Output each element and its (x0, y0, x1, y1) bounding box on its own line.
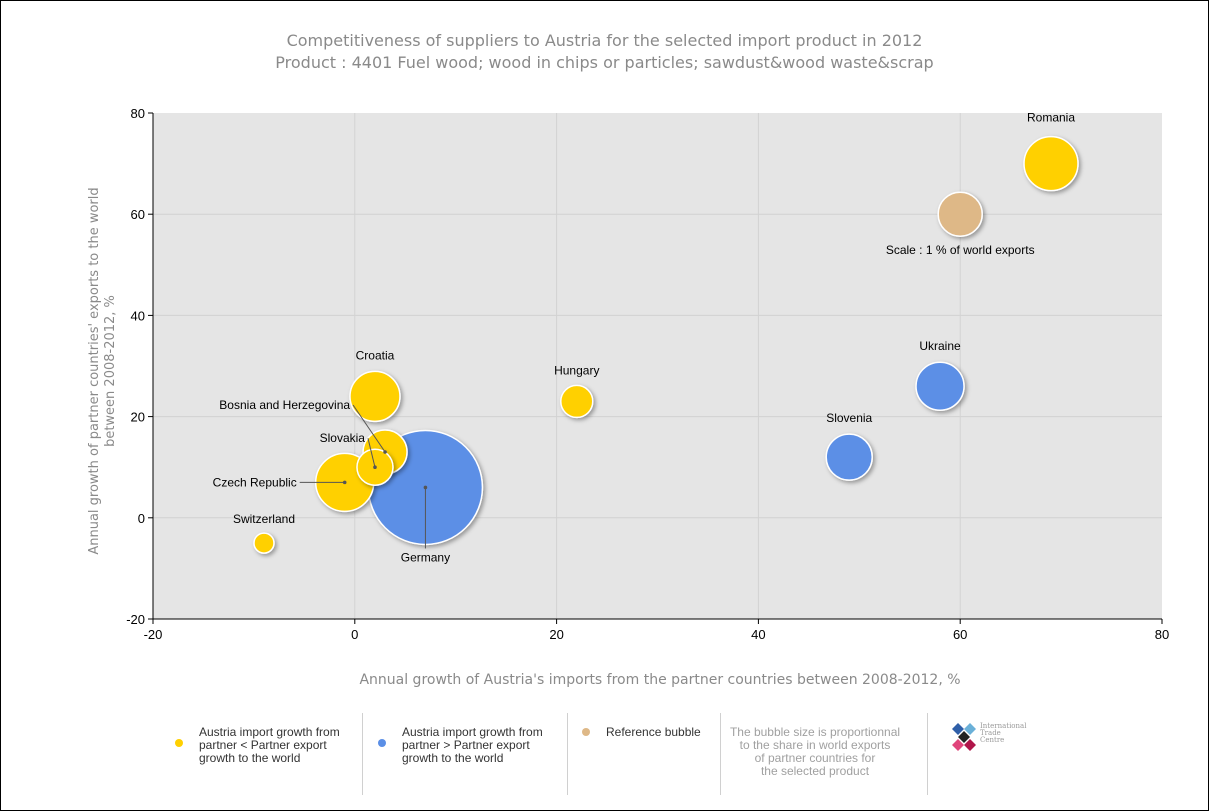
x-tick-label: 40 (751, 627, 765, 642)
label-anchor-dot (373, 465, 377, 470)
legend-item-below[interactable]: Austria import growth from partner < Par… (165, 713, 360, 795)
legend-label-reference: Reference bubble (606, 725, 701, 739)
label-leader (367, 438, 376, 468)
bubble-label: Hungary (554, 363, 599, 377)
y-tick-label: 60 (131, 207, 145, 222)
itc-logo-icon (952, 723, 976, 751)
bubble-label: Switzerland (233, 512, 295, 526)
label-anchor-dot (423, 485, 428, 490)
legend-dot-reference (582, 728, 590, 736)
plot-area (153, 113, 1162, 619)
bubble-switzerland[interactable] (253, 532, 275, 554)
y-tick-label: -20 (126, 612, 145, 627)
label-anchor-dot (342, 480, 347, 485)
legend-divider (362, 713, 363, 795)
label-anchor-dot (383, 450, 387, 454)
bubble-ukraine[interactable] (915, 361, 965, 411)
y-axis-label-line2: between 2008-2012, % (103, 295, 118, 447)
legend-size-note: The bubble size is proportionnal to the … (729, 725, 901, 778)
x-tick-label: 80 (1155, 627, 1169, 642)
legend-item-reference[interactable]: Reference bubble (570, 713, 720, 795)
itc-logo: International Trade Centre (950, 723, 1060, 753)
x-tick-label: 60 (953, 627, 967, 642)
y-tick-label: 80 (131, 106, 145, 121)
legend-divider (567, 713, 568, 795)
bubble-label: Bosnia and Herzegovina (219, 398, 350, 412)
x-axis-label: Annual growth of Austria's imports from … (359, 672, 961, 688)
legend-item-above[interactable]: Austria import growth from partner > Par… (365, 713, 565, 795)
label-leader (352, 404, 386, 453)
bubble-scale-of-world-exports[interactable] (937, 191, 983, 237)
bubble-label: Slovakia (320, 431, 366, 445)
chart-title: Competitiveness of suppliers to Austria … (286, 31, 923, 50)
bubble-label: Czech Republic (213, 475, 297, 489)
x-tick-label: -20 (144, 627, 163, 642)
bubble-label: Croatia (356, 348, 395, 362)
itc-logo-text: International Trade Centre (980, 722, 1027, 744)
y-tick-label: 0 (138, 511, 145, 526)
bubble-label: Ukraine (919, 339, 961, 353)
bubble-slovenia[interactable] (825, 433, 873, 481)
bubble-label: Slovenia (826, 411, 872, 425)
bubble-romania[interactable] (1023, 135, 1079, 192)
legend-dot-below (175, 739, 183, 747)
x-tick-label: 0 (351, 627, 358, 642)
x-tick-label: 20 (549, 627, 563, 642)
bubble-hungary[interactable] (560, 384, 594, 419)
legend-label-below: Austria import growth from partner < Par… (199, 725, 340, 765)
legend-divider (720, 713, 721, 795)
y-tick-label: 20 (131, 410, 145, 425)
legend-dot-above (378, 739, 386, 747)
y-tick-label: 40 (131, 308, 145, 323)
bubble-label: Germany (401, 550, 450, 564)
y-axis-label-line1: Annual growth of partner countries' expo… (87, 187, 102, 555)
legend-divider (927, 713, 928, 795)
y-axis-label: Annual growth of partner countries' expo… (87, 146, 119, 596)
bubble-label: Romania (1027, 111, 1075, 125)
legend-label-above: Austria import growth from partner > Par… (402, 725, 543, 765)
chart-subtitle: Product : 4401 Fuel wood; wood in chips … (275, 53, 934, 72)
bubble-croatia[interactable] (349, 370, 401, 423)
bubble-label: Scale : 1 % of world exports (886, 243, 1035, 257)
